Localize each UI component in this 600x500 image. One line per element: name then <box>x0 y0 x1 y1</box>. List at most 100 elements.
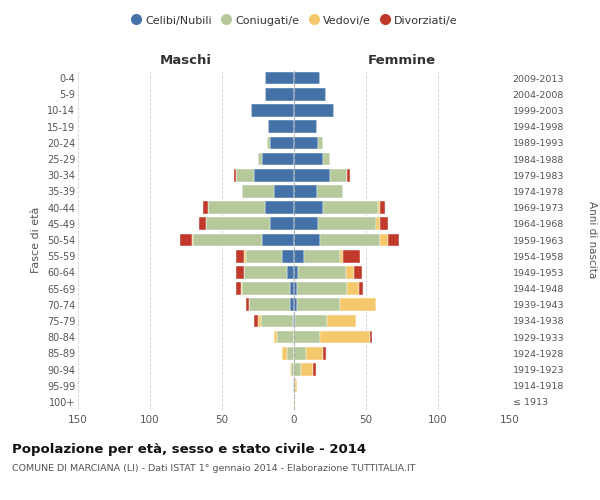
Text: Anni di nascita: Anni di nascita <box>587 202 597 278</box>
Bar <box>294 250 304 262</box>
Bar <box>294 104 334 117</box>
Bar <box>323 152 330 166</box>
Bar <box>294 136 319 149</box>
Bar <box>305 347 323 360</box>
Bar <box>297 282 347 295</box>
Bar <box>251 104 294 117</box>
Bar <box>233 169 236 181</box>
Bar <box>298 266 346 278</box>
Bar <box>294 152 323 166</box>
Bar <box>247 250 283 262</box>
Bar <box>262 234 294 246</box>
Bar <box>277 331 294 344</box>
Bar <box>236 266 244 278</box>
Bar <box>294 120 317 133</box>
Bar <box>297 298 340 311</box>
Bar <box>347 282 359 295</box>
Bar <box>295 314 327 328</box>
Bar <box>192 234 193 246</box>
Bar <box>313 363 316 376</box>
Bar <box>290 363 291 376</box>
Bar <box>293 380 294 392</box>
Bar <box>250 298 290 311</box>
Bar <box>294 169 330 181</box>
Bar <box>266 136 269 149</box>
Bar <box>294 72 320 85</box>
Bar <box>247 298 250 311</box>
Bar <box>287 266 294 278</box>
Bar <box>294 314 295 328</box>
Bar <box>254 314 258 328</box>
Bar <box>258 152 262 166</box>
Bar <box>261 314 293 328</box>
Bar <box>294 347 305 360</box>
Bar <box>265 202 294 214</box>
Bar <box>294 282 297 295</box>
Bar <box>346 266 355 278</box>
Bar <box>294 88 326 101</box>
Bar <box>244 250 247 262</box>
Bar <box>330 169 347 181</box>
Bar <box>320 234 380 246</box>
Bar <box>319 218 376 230</box>
Bar <box>304 250 340 262</box>
Bar <box>317 185 343 198</box>
Bar <box>294 298 297 311</box>
Bar <box>242 282 290 295</box>
Bar <box>236 250 244 262</box>
Text: Popolazione per età, sesso e stato civile - 2014: Popolazione per età, sesso e stato civil… <box>12 442 366 456</box>
Bar <box>294 380 295 392</box>
Bar <box>323 347 326 360</box>
Bar <box>380 202 385 214</box>
Bar <box>236 169 254 181</box>
Bar <box>377 202 380 214</box>
Bar <box>294 363 301 376</box>
Bar <box>380 234 388 246</box>
Bar <box>206 218 269 230</box>
Bar <box>241 282 242 295</box>
Bar <box>301 363 313 376</box>
Bar <box>359 282 363 295</box>
Bar <box>340 250 343 262</box>
Bar <box>340 298 376 311</box>
Bar <box>290 282 294 295</box>
Bar <box>294 218 319 230</box>
Bar <box>258 314 261 328</box>
Bar <box>380 218 388 230</box>
Y-axis label: Fasce di età: Fasce di età <box>31 207 41 273</box>
Bar <box>283 250 294 262</box>
Bar <box>244 266 287 278</box>
Legend: Celibi/Nubili, Coniugati/e, Vedovi/e, Divorziati/e: Celibi/Nubili, Coniugati/e, Vedovi/e, Di… <box>126 10 462 30</box>
Bar <box>274 331 277 344</box>
Bar <box>320 331 370 344</box>
Bar <box>355 266 362 278</box>
Bar <box>265 72 294 85</box>
Bar <box>370 331 372 344</box>
Bar <box>388 234 399 246</box>
Bar <box>203 202 208 214</box>
Bar <box>319 136 323 149</box>
Bar <box>343 250 360 262</box>
Bar <box>180 234 192 246</box>
Bar <box>290 298 294 311</box>
Bar <box>327 314 356 328</box>
Bar <box>376 218 380 230</box>
Bar <box>295 380 297 392</box>
Bar <box>294 331 320 344</box>
Bar <box>294 266 298 278</box>
Bar <box>347 169 350 181</box>
Text: Femmine: Femmine <box>368 54 436 67</box>
Text: COMUNE DI MARCIANA (LI) - Dati ISTAT 1° gennaio 2014 - Elaborazione TUTTITALIA.I: COMUNE DI MARCIANA (LI) - Dati ISTAT 1° … <box>12 464 415 473</box>
Text: Maschi: Maschi <box>160 54 212 67</box>
Bar <box>262 152 294 166</box>
Bar <box>283 347 287 360</box>
Bar <box>269 218 294 230</box>
Bar <box>193 234 262 246</box>
Bar <box>294 185 317 198</box>
Bar <box>208 202 265 214</box>
Bar <box>293 314 294 328</box>
Bar <box>287 347 294 360</box>
Bar <box>294 396 295 408</box>
Bar <box>199 218 206 230</box>
Bar <box>323 202 377 214</box>
